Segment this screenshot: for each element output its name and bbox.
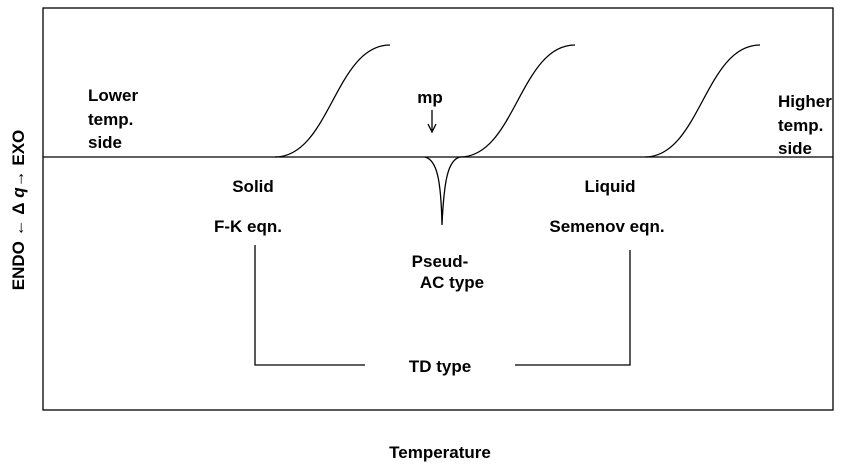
label: mp bbox=[417, 88, 443, 107]
label: side bbox=[88, 133, 122, 152]
bracket-left bbox=[254, 245, 365, 366]
label: temp. bbox=[778, 116, 823, 135]
exotherm-curve bbox=[459, 44, 576, 158]
exotherm-curve bbox=[644, 44, 761, 158]
label: AC type bbox=[420, 273, 484, 292]
label: Solid bbox=[232, 177, 274, 196]
exotherm-curve bbox=[274, 44, 391, 158]
label: Liquid bbox=[585, 177, 636, 196]
label: side bbox=[778, 139, 812, 158]
frame bbox=[42, 7, 834, 411]
arrow-head bbox=[427, 123, 437, 134]
label: Semenov eqn. bbox=[549, 217, 664, 236]
label-part: ENDO ← Δ bbox=[9, 198, 28, 291]
label: TD type bbox=[409, 357, 471, 376]
melting-dip bbox=[424, 156, 461, 226]
label: temp. bbox=[88, 110, 133, 129]
label: Lower bbox=[88, 86, 138, 105]
y-axis-label: ENDO ← Δ q→ EXO bbox=[9, 130, 28, 291]
label-part: → EXO bbox=[9, 130, 28, 188]
label: F-K eqn. bbox=[214, 217, 282, 236]
label: Higher bbox=[778, 92, 832, 111]
label-part: q bbox=[9, 187, 28, 198]
bracket-right bbox=[515, 250, 631, 366]
x-axis-label: Temperature bbox=[389, 443, 491, 462]
label: Pseud- bbox=[412, 252, 469, 271]
